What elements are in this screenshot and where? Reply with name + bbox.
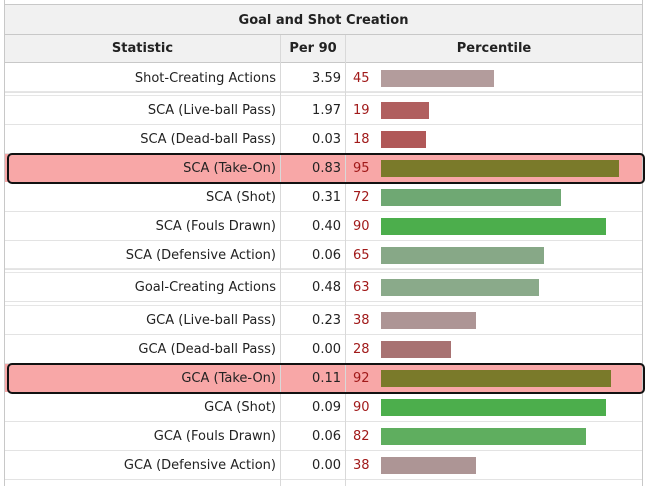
column-header-percentile: Percentile [346, 35, 642, 63]
table-row: SCA (Take-On) 0.83 95 [5, 154, 642, 183]
table-row: GCA (Take-On) 0.11 92 [5, 364, 642, 393]
column-header-statistic: Statistic [5, 35, 280, 63]
stat-label: SCA (Fouls Drawn) [155, 219, 276, 234]
group-separator [5, 268, 642, 273]
per90-value: 0.11 [312, 371, 341, 386]
per90-value: 0.31 [312, 190, 341, 205]
percentile-value: 38 [353, 458, 370, 473]
per90-value: 0.23 [312, 313, 341, 328]
stat-label: GCA (Defensive Action) [123, 458, 276, 473]
stat-label: Goal-Creating Actions [134, 280, 276, 295]
per90-value: 1.97 [312, 103, 341, 118]
percentile-bar [381, 370, 611, 387]
percentile-value: 82 [353, 429, 370, 444]
per90-value: 0.06 [312, 248, 341, 263]
group-separator [5, 91, 642, 96]
goal-shot-creation-table: Goal and Shot Creation Statistic Per 90 … [4, 0, 645, 486]
percentile-bar [381, 131, 426, 148]
per90-value: 0.00 [312, 458, 341, 473]
per90-value: 0.40 [312, 219, 341, 234]
stat-label: Shot-Creating Actions [134, 71, 276, 86]
row-divider [5, 301, 642, 302]
stat-label: GCA (Take-On) [181, 371, 276, 386]
percentile-bar [381, 218, 606, 235]
table-row: GCA (Shot) 0.09 90 [5, 393, 642, 422]
highlight-outline [7, 153, 645, 184]
row-divider [5, 240, 642, 241]
percentile-bar [381, 428, 586, 445]
percentile-value: 72 [353, 190, 370, 205]
row-divider [5, 479, 642, 480]
table-row: Goal-Creating Actions 0.48 63 [5, 273, 642, 302]
table-row: GCA (Defensive Action) 0.00 38 [5, 451, 642, 480]
per90-value: 0.48 [312, 280, 341, 295]
percentile-value: 18 [353, 132, 370, 147]
column-divider [280, 35, 281, 486]
percentile-value: 63 [353, 280, 370, 295]
per90-value: 0.06 [312, 429, 341, 444]
percentile-value: 95 [353, 161, 370, 176]
percentile-value: 45 [353, 71, 370, 86]
table-row: GCA (Fouls Drawn) 0.06 82 [5, 422, 642, 451]
per90-value: 3.59 [312, 71, 341, 86]
stat-label: SCA (Dead-ball Pass) [140, 132, 276, 147]
percentile-bar [381, 341, 451, 358]
percentile-bar [381, 399, 606, 416]
percentile-bar [381, 189, 561, 206]
percentile-value: 92 [353, 371, 370, 386]
column-divider [345, 35, 346, 486]
per90-value: 0.83 [312, 161, 341, 176]
percentile-bar [381, 279, 539, 296]
table-row: SCA (Shot) 0.31 72 [5, 183, 642, 212]
stat-label: GCA (Dead-ball Pass) [138, 342, 276, 357]
percentile-value: 65 [353, 248, 370, 263]
stat-label: SCA (Take-On) [183, 161, 276, 176]
per90-value: 0.09 [312, 400, 341, 415]
percentile-bar [381, 312, 476, 329]
percentile-value: 28 [353, 342, 370, 357]
row-divider [5, 124, 642, 125]
per90-value: 0.00 [312, 342, 341, 357]
table-title: Goal and Shot Creation [5, 4, 642, 35]
row-divider [5, 450, 642, 451]
stat-label: SCA (Defensive Action) [125, 248, 276, 263]
highlight-outline [7, 363, 645, 394]
table-row: SCA (Live-ball Pass) 1.97 19 [5, 96, 642, 125]
table-row: SCA (Defensive Action) 0.06 65 [5, 241, 642, 270]
row-divider [5, 421, 642, 422]
table-row: GCA (Dead-ball Pass) 0.00 28 [5, 335, 642, 364]
table-row: SCA (Fouls Drawn) 0.40 90 [5, 212, 642, 241]
row-divider [5, 211, 642, 212]
row-divider [5, 92, 642, 93]
stat-label: GCA (Fouls Drawn) [153, 429, 276, 444]
percentile-bar [381, 247, 544, 264]
column-header-per90: Per 90 [281, 35, 345, 63]
percentile-value: 19 [353, 103, 370, 118]
percentile-value: 90 [353, 400, 370, 415]
row-divider [5, 334, 642, 335]
percentile-bar [381, 102, 429, 119]
stat-label: GCA (Live-ball Pass) [146, 313, 276, 328]
percentile-value: 90 [353, 219, 370, 234]
table-row: GCA (Live-ball Pass) 0.23 38 [5, 306, 642, 335]
stat-label: GCA (Shot) [204, 400, 276, 415]
stat-label: SCA (Shot) [205, 190, 276, 205]
row-divider [5, 269, 642, 270]
percentile-bar [381, 70, 494, 87]
percentile-bar [381, 160, 619, 177]
per90-value: 0.03 [312, 132, 341, 147]
percentile-value: 38 [353, 313, 370, 328]
table-row: Shot-Creating Actions 3.59 45 [5, 64, 642, 93]
table-row: SCA (Dead-ball Pass) 0.03 18 [5, 125, 642, 154]
stat-label: SCA (Live-ball Pass) [147, 103, 276, 118]
percentile-bar [381, 457, 476, 474]
